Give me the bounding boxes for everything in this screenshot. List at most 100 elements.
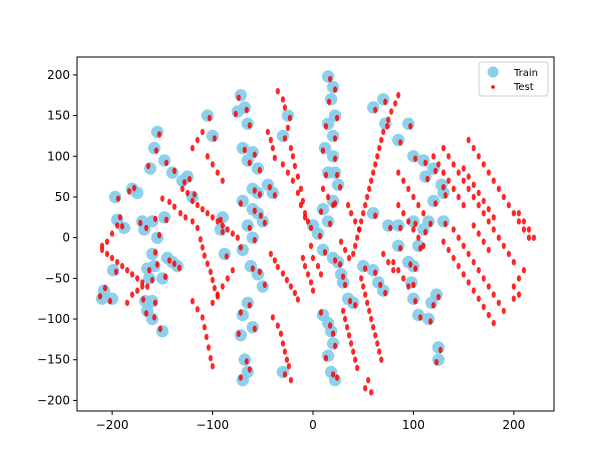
- test-point: [511, 210, 516, 217]
- test-point: [333, 155, 338, 162]
- test-point: [135, 287, 140, 294]
- test-point: [195, 136, 200, 144]
- test-point: [262, 281, 267, 289]
- test-point: [388, 224, 393, 232]
- test-point: [438, 346, 443, 354]
- test-point: [345, 324, 350, 331]
- test-point: [396, 92, 401, 99]
- train-point: [392, 133, 405, 147]
- test-point: [292, 162, 297, 170]
- test-point: [511, 295, 516, 302]
- test-point: [481, 161, 486, 168]
- test-point: [446, 177, 451, 184]
- test-point: [295, 296, 300, 303]
- test-point: [310, 287, 316, 294]
- test-point: [386, 258, 391, 266]
- test-point: [406, 218, 411, 225]
- test-point: [275, 88, 280, 95]
- test-point: [443, 192, 448, 199]
- test-point: [105, 238, 110, 245]
- test-point: [408, 261, 413, 268]
- test-point: [338, 261, 343, 268]
- test-point: [391, 258, 396, 266]
- test-point: [172, 260, 177, 267]
- train-point: [321, 117, 335, 130]
- test-point: [381, 250, 386, 258]
- test-point: [198, 236, 203, 243]
- test-point: [436, 293, 441, 301]
- train-point: [236, 194, 249, 208]
- test-point: [205, 210, 210, 217]
- test-point: [322, 249, 328, 256]
- test-point: [476, 153, 481, 160]
- test-point: [205, 260, 210, 267]
- test-point: [233, 110, 238, 118]
- train-point: [432, 341, 445, 354]
- test-point: [347, 332, 352, 339]
- test-point: [338, 184, 343, 191]
- train-point: [316, 243, 330, 257]
- test-point: [491, 291, 496, 298]
- test-point: [501, 193, 506, 201]
- test-point: [130, 291, 135, 298]
- test-point: [383, 289, 388, 297]
- train-point: [430, 288, 443, 301]
- test-point: [401, 275, 406, 282]
- test-point: [323, 354, 329, 362]
- train-point: [432, 353, 445, 366]
- test-point: [318, 271, 324, 278]
- x-axis: −200 −100 0 100 200: [96, 411, 525, 432]
- train-point: [236, 243, 249, 257]
- test-point: [265, 128, 270, 136]
- test-point: [308, 279, 314, 286]
- test-point: [100, 242, 105, 249]
- test-point: [357, 226, 362, 233]
- test-point: [379, 356, 384, 363]
- test-point: [486, 169, 491, 176]
- train-point: [206, 129, 219, 143]
- test-point: [238, 374, 243, 381]
- test-point: [348, 297, 353, 305]
- train-point: [256, 215, 269, 228]
- test-point: [431, 302, 436, 309]
- test-point: [416, 201, 421, 209]
- test-point: [215, 291, 220, 298]
- train-point: [246, 146, 259, 159]
- test-point: [335, 374, 340, 381]
- test-point: [333, 257, 338, 264]
- test-point: [305, 218, 311, 225]
- test-point: [120, 262, 125, 270]
- train-point: [392, 239, 405, 252]
- test-point: [152, 314, 157, 321]
- test-point: [315, 262, 321, 270]
- train-point: [251, 162, 264, 175]
- test-point: [295, 173, 300, 180]
- test-point: [268, 136, 273, 144]
- y-tick-label: 100: [47, 149, 70, 163]
- train-point: [158, 211, 171, 224]
- train-point: [427, 194, 440, 208]
- test-point: [401, 177, 406, 184]
- test-point: [375, 153, 380, 160]
- test-point: [144, 310, 149, 317]
- test-point: [167, 198, 172, 206]
- train-point: [256, 280, 269, 293]
- test-point: [418, 314, 423, 321]
- test-point: [282, 348, 287, 355]
- test-point: [365, 193, 370, 201]
- y-tick-label: −200: [37, 393, 70, 407]
- test-point: [235, 234, 240, 241]
- train-point: [402, 117, 415, 130]
- test-point: [285, 169, 290, 176]
- test-point: [158, 325, 163, 332]
- test-point: [298, 201, 303, 209]
- legend-test-marker: [491, 85, 495, 89]
- test-point: [208, 268, 213, 275]
- train-point: [402, 255, 415, 269]
- test-point: [252, 187, 257, 194]
- train-point: [158, 154, 171, 167]
- test-point: [262, 219, 267, 227]
- test-point: [272, 257, 277, 264]
- test-point: [423, 159, 428, 166]
